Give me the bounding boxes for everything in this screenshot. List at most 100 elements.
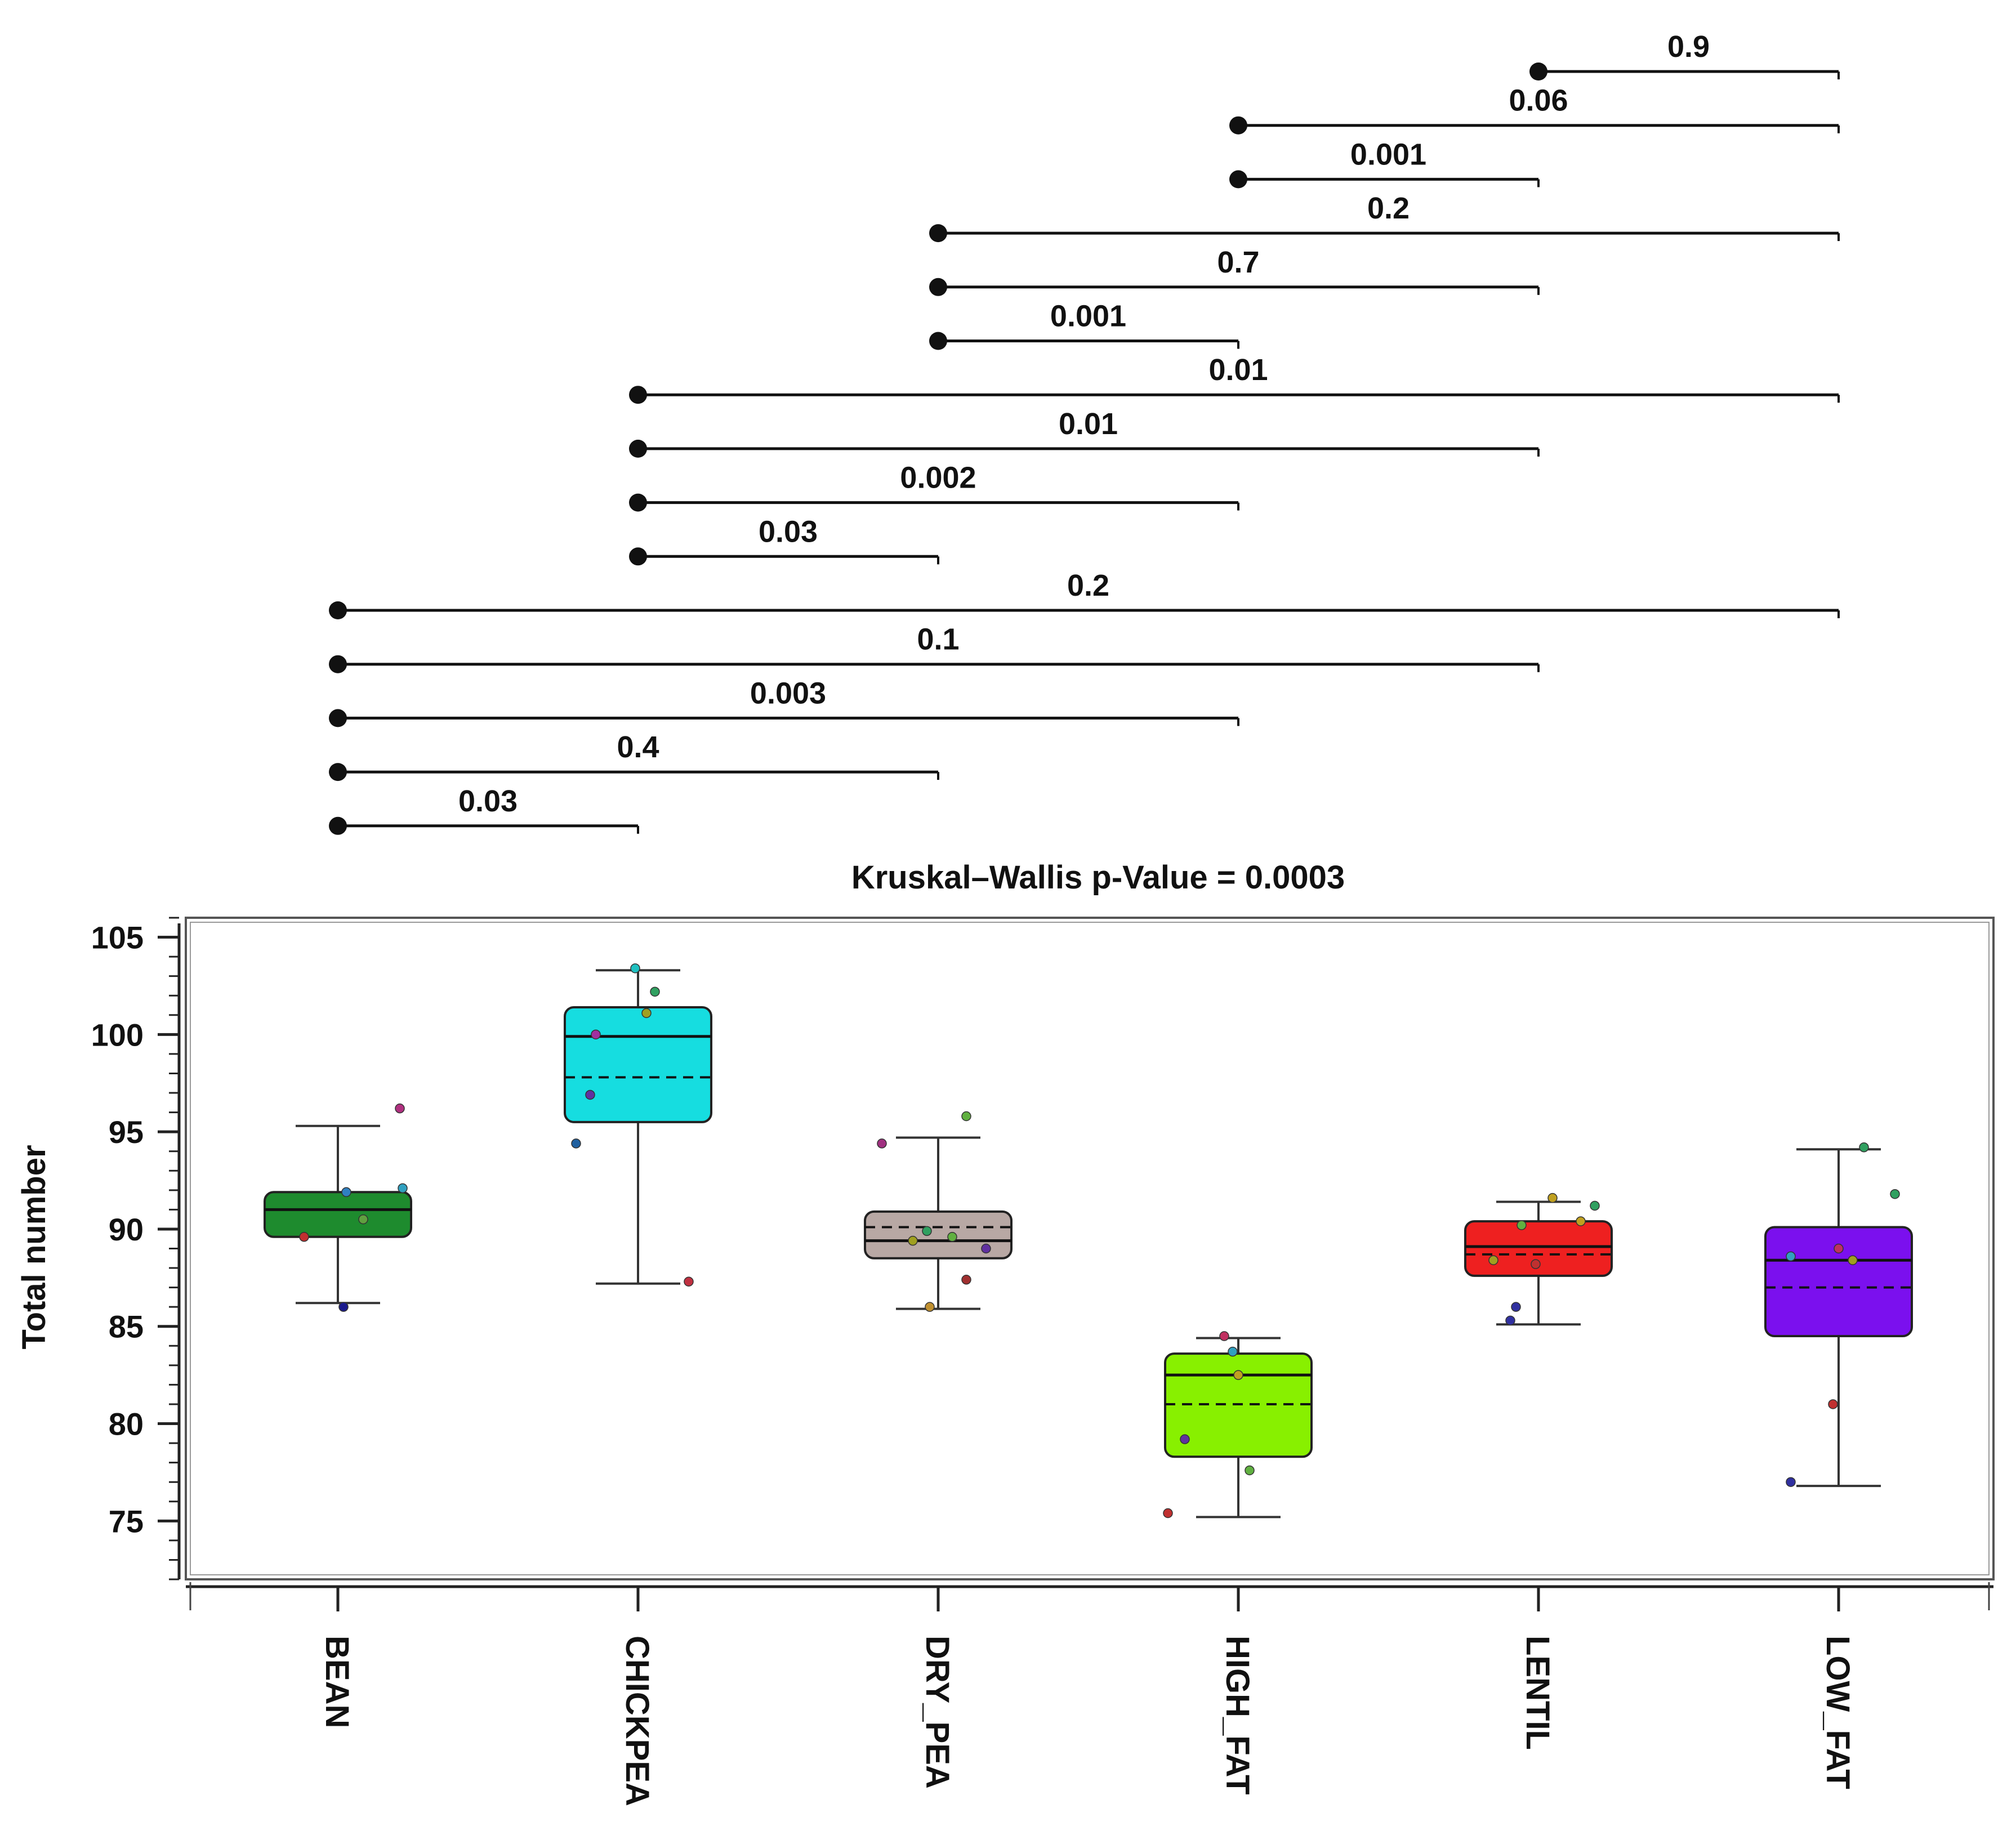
data-point [1828, 1399, 1838, 1409]
iqr-box [1764, 1226, 1913, 1338]
iqr-box [564, 1006, 712, 1123]
box-lentil [1464, 1193, 1613, 1326]
box-bean [264, 1103, 412, 1312]
data-point [1890, 1189, 1900, 1199]
x-tick-label: HIGH_FAT [1219, 1636, 1256, 1795]
data-point [947, 1232, 957, 1242]
data-point [1233, 1370, 1243, 1380]
boxes [264, 963, 1913, 1519]
x-tick-label: BEAN [319, 1636, 355, 1728]
comparison-start-dot [929, 224, 947, 243]
data-point [961, 1111, 971, 1122]
data-point [1511, 1302, 1521, 1312]
data-point [925, 1302, 935, 1312]
plot-border-inner [190, 922, 1990, 1575]
y-tick-label: 95 [109, 1114, 144, 1150]
comparison-start-dot [629, 547, 647, 566]
p-value-label: 0.001 [1350, 137, 1426, 171]
comparison-start-dot [1229, 170, 1247, 189]
comparison-bean-vs-chickpea: 0.03 [329, 784, 639, 835]
data-point [1590, 1200, 1600, 1211]
comparison-start-dot [929, 278, 947, 296]
data-point [650, 986, 660, 997]
data-point [338, 1302, 349, 1312]
data-point [1505, 1315, 1515, 1326]
p-value-label: 0.002 [900, 461, 976, 495]
comparison-start-dot [329, 763, 347, 782]
data-point [684, 1276, 694, 1287]
comparison-start-dot [329, 655, 347, 673]
iqr-box [1464, 1220, 1613, 1277]
y-tick-label: 80 [109, 1406, 144, 1442]
p-value-label: 0.01 [1208, 353, 1268, 387]
y-axis-label: Total number [16, 1145, 52, 1349]
box-dry-pea [864, 1111, 1013, 1312]
plot-border-outer [185, 917, 1995, 1580]
comparison-high-fat-vs-low-fat: 0.06 [1229, 84, 1840, 135]
data-point [358, 1214, 368, 1225]
iqr-box [264, 1191, 412, 1238]
comparison-start-dot [329, 709, 347, 727]
comparison-bean-vs-high-fat: 0.003 [329, 676, 1239, 727]
data-point [395, 1103, 405, 1114]
p-value-label: 0.9 [1667, 30, 1710, 64]
comparison-start-dot [1529, 62, 1547, 81]
comparison-chickpea-vs-low-fat: 0.01 [629, 353, 1840, 404]
comparison-start-dot [1229, 116, 1247, 135]
p-value-label: 0.003 [750, 676, 826, 710]
data-point [1786, 1251, 1796, 1262]
y-tick-label: 85 [109, 1309, 144, 1345]
data-point [591, 1029, 601, 1040]
comparison-start-dot [629, 439, 647, 458]
comparison-chickpea-vs-dry-pea: 0.03 [629, 515, 939, 566]
data-point [630, 963, 640, 973]
data-point [1219, 1331, 1229, 1341]
comparison-start-dot [929, 332, 947, 350]
data-point [299, 1232, 309, 1242]
comparison-start-dot [329, 601, 347, 619]
p-value-label: 0.06 [1509, 84, 1568, 118]
p-value-label: 0.01 [1059, 407, 1118, 441]
plot-frame [185, 917, 1995, 1580]
data-point [981, 1243, 991, 1254]
p-value-label: 0.2 [1067, 569, 1109, 602]
comparison-dry-pea-vs-lentil: 0.7 [929, 245, 1540, 296]
comparison-start-dot [629, 493, 647, 512]
x-axis: BEAN CHICKPEA DRY_PEA HIGH_FAT LENTIL LOW_FAT [186, 1582, 1993, 1806]
data-point [961, 1275, 971, 1285]
y-tick-label: 105 [91, 920, 144, 955]
data-point [877, 1138, 887, 1149]
x-tick-label: DRY_PEA [919, 1636, 956, 1789]
data-point [571, 1138, 581, 1149]
data-point [1834, 1243, 1844, 1254]
data-point [398, 1183, 408, 1194]
comparison-dry-pea-vs-low-fat: 0.2 [929, 191, 1840, 243]
p-value-label: 0.1 [917, 623, 959, 657]
data-point [1786, 1477, 1796, 1487]
y-tick-label: 90 [109, 1212, 144, 1247]
data-point [1547, 1193, 1558, 1203]
data-point [1488, 1255, 1498, 1265]
data-point [1163, 1508, 1173, 1519]
comparison-bean-vs-dry-pea: 0.4 [329, 730, 939, 782]
x-tick-label: LOW_FAT [1819, 1636, 1856, 1789]
data-point [1517, 1220, 1527, 1230]
y-tick-label: 75 [109, 1503, 144, 1539]
p-value-label: 0.2 [1367, 191, 1410, 225]
data-point [641, 1008, 652, 1019]
data-point [1245, 1465, 1255, 1476]
x-tick-label: LENTIL [1519, 1636, 1556, 1750]
x-tick-label: CHICKPEA [619, 1636, 655, 1806]
chart-title: Kruskal–Wallis p-Value = 0.0003 [851, 859, 1345, 896]
comparison-high-fat-vs-lentil: 0.001 [1229, 137, 1540, 189]
data-point [1228, 1346, 1238, 1357]
data-point [1859, 1142, 1869, 1153]
comparison-bean-vs-low-fat: 0.2 [329, 569, 1840, 619]
comparison-lentil-vs-low-fat: 0.9 [1529, 30, 1840, 81]
pairwise-comparisons: 0.9 0.06 0.001 0.2 0.7 0.001 0.01 0.01 0.002 0.03… [329, 30, 1840, 835]
data-point [585, 1089, 595, 1100]
box-chickpea [564, 963, 712, 1287]
data-point [922, 1226, 932, 1236]
comparison-chickpea-vs-lentil: 0.01 [629, 407, 1540, 458]
data-point [908, 1235, 918, 1246]
